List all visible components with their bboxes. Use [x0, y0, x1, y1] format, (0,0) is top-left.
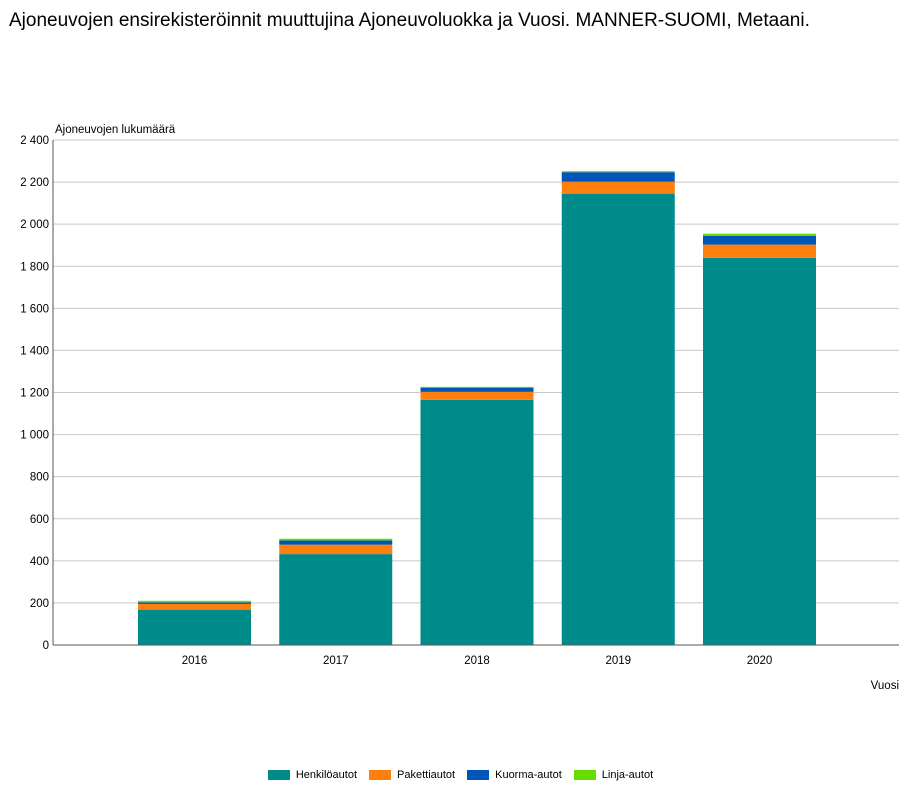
bar-segment-pakettiautot-2019	[561, 181, 675, 194]
legend-label: Kuorma-autot	[495, 769, 562, 781]
legend-swatch	[467, 770, 490, 780]
legend-label: Linja-autot	[601, 769, 654, 781]
y-tick-label: 200	[30, 598, 49, 610]
axes	[52, 140, 899, 646]
legend-label: Pakettiautot	[397, 769, 456, 781]
bar-segment-linja-autot-2016	[138, 600, 251, 603]
bar-segment-kuorma-autot-2017	[279, 540, 393, 545]
legend-label: Henkilöautot	[295, 769, 358, 781]
x-tick-label: 2017	[323, 655, 349, 667]
bar-segment-kuorma-autot-2019	[561, 172, 675, 182]
bar-segment-pakettiautot-2016	[138, 603, 251, 610]
bar-segment-pakettiautot-2020	[703, 244, 816, 258]
y-tick-label: 400	[30, 556, 49, 568]
bar-segment-henkilöautot-2016	[138, 609, 251, 645]
bar-segment-pakettiautot-2018	[420, 391, 534, 400]
y-tick-label: 1 800	[20, 261, 49, 273]
chart-title: Ajoneuvojen ensirekisteröinnit muuttujin…	[9, 10, 810, 31]
legend-item: Linja-autot	[573, 769, 654, 781]
x-tick-labels: 2016 2017 2018 2019 2020	[182, 655, 773, 667]
bar-segment-linja-autot-2018	[420, 386, 534, 388]
y-tick-label: 2 200	[20, 177, 49, 189]
x-tick-label: 2019	[605, 655, 631, 667]
bar-segment-henkilöautot-2020	[703, 257, 816, 645]
legend-swatch	[573, 770, 596, 780]
y-tick-label: 2 000	[20, 219, 49, 231]
bar-segment-henkilöautot-2018	[420, 399, 534, 645]
bar-segment-linja-autot-2019	[561, 171, 675, 173]
x-tick-label: 2018	[464, 655, 490, 667]
x-axis-title: Vuosi	[871, 680, 899, 692]
y-tick-label: 1 600	[20, 303, 49, 315]
x-tick-label: 2016	[182, 655, 208, 667]
y-tick-label: 0	[43, 640, 49, 652]
y-tick-label: 1 000	[20, 430, 49, 442]
bar-segment-linja-autot-2017	[279, 538, 393, 541]
legend-item: Pakettiautot	[369, 769, 455, 781]
y-tick-label: 600	[30, 514, 49, 526]
bar-segment-pakettiautot-2017	[279, 544, 393, 555]
y-tick-labels: 0 200 400 600 800 1 000 1 200 1 400 1 600 1 800 2 …	[20, 135, 49, 652]
bar-segment-linja-autot-2020	[703, 233, 816, 236]
y-tick-label: 1 400	[20, 345, 49, 357]
legend: Henkilöautot Pakettiautot Kuorma-autot Linj…	[0, 769, 921, 783]
y-tick-label: 800	[30, 472, 49, 484]
legend-swatch	[369, 770, 392, 780]
bar-segment-kuorma-autot-2018	[420, 387, 534, 392]
bars	[138, 171, 816, 645]
bar-segment-kuorma-autot-2020	[703, 235, 816, 245]
bar-segment-kuorma-autot-2016	[138, 602, 251, 604]
y-tick-label: 1 200	[20, 388, 49, 400]
y-tick-label: 2 400	[20, 135, 49, 147]
legend-item: Kuorma-autot	[467, 769, 562, 781]
legend-swatch	[267, 770, 290, 780]
legend-item: Henkilöautot	[267, 769, 358, 781]
y-axis-title: Ajoneuvojen lukumäärä	[55, 124, 176, 136]
bar-segment-henkilöautot-2017	[279, 554, 393, 645]
bar-segment-henkilöautot-2019	[561, 193, 675, 645]
x-tick-label: 2020	[747, 655, 773, 667]
